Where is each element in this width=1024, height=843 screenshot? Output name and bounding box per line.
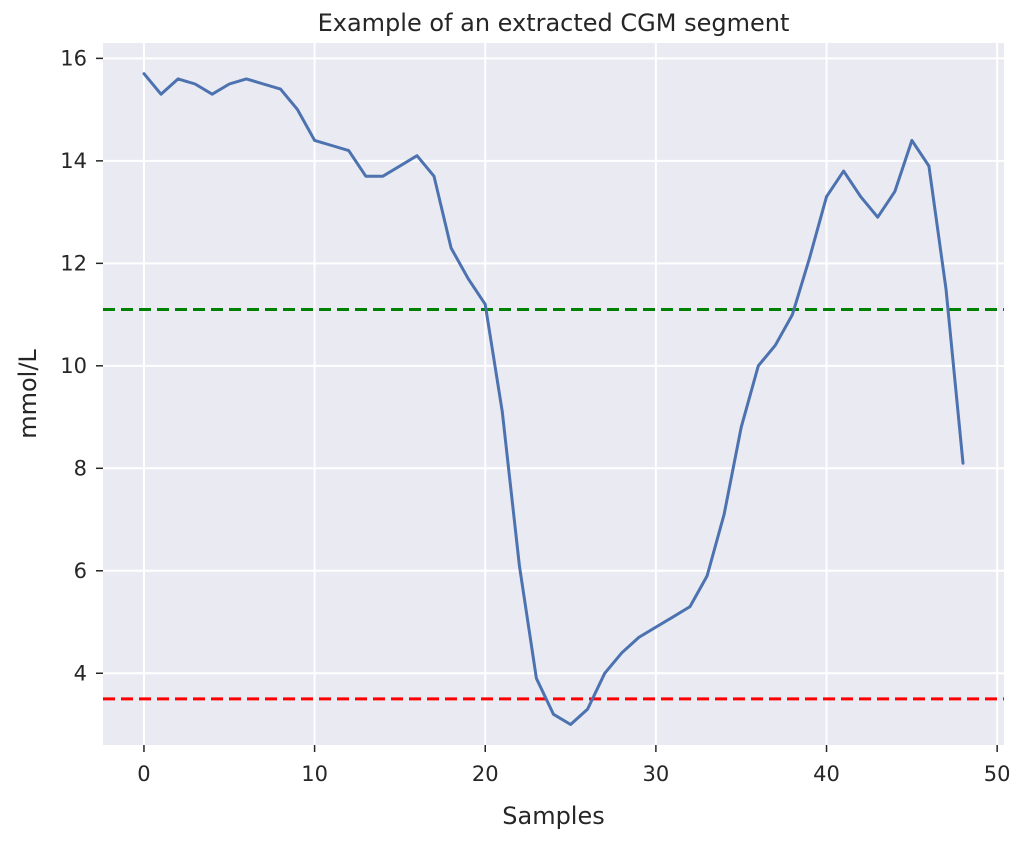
y-tick-label: 4 [74,661,87,685]
x-axis-title: Samples [502,802,605,830]
x-tick-label: 50 [984,762,1011,786]
y-tick-label: 8 [74,456,87,480]
series-layer [142,72,965,726]
y-tick-label: 12 [60,251,87,275]
x-tick-label: 0 [137,762,150,786]
chart-title: Example of an extracted CGM segment [318,9,790,37]
y-tick-label: 16 [60,46,87,70]
grid-lines [103,43,1004,745]
x-tick-label: 40 [813,762,840,786]
y-tick-label: 10 [60,354,87,378]
y-tick-label: 14 [60,149,87,173]
x-tick-label: 30 [643,762,670,786]
y-axis-title: mmol/L [14,349,42,439]
x-tick-label: 10 [301,762,328,786]
y-tick-label: 6 [74,559,87,583]
threshold-lines [103,307,1004,701]
glucose-series-line [142,72,965,726]
x-tick-label: 20 [472,762,499,786]
axis-ticks: 0 10 20 30 40 50 4 6 8 10 12 14 16 [60,46,1010,786]
plot-area [103,43,1004,745]
